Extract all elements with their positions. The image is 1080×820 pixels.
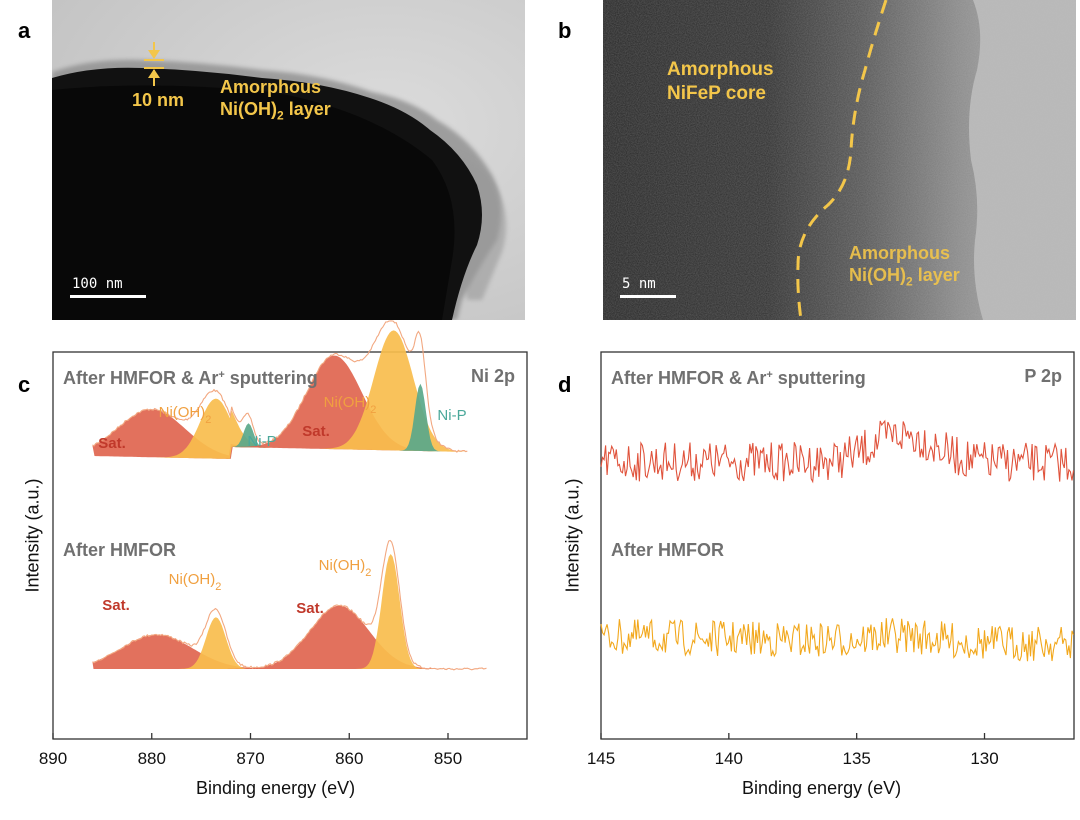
peak-label-c: Ni(OH)2 [159,404,212,426]
spectrum-title-c: After HMFOR [63,540,176,560]
peak-nioh-c [176,617,256,669]
x-tick-label-d: 135 [842,749,870,768]
x-tick-label-d: 140 [715,749,743,768]
x-tick-label-d: 130 [970,749,998,768]
core-shell-boundary [796,0,888,320]
scalebar-a [70,295,146,298]
scalebar-b [620,295,676,298]
layer-label-a-sub: 2 [277,108,284,123]
scalebar-a-label: 100 nm [72,276,123,292]
layer-label-a: Amorphous Ni(OH)2 layer [220,76,331,127]
spectrum-title-c: After HMFOR & Ar+ sputtering [63,368,318,388]
x-tick-label-c: 890 [39,749,67,768]
plot-frame-c [52,351,528,740]
layer-label-a-tail: layer [283,99,331,119]
peak-sat-c [223,355,445,459]
core-label-b: Amorphous NiFeP core [667,58,774,106]
axes-d: 145 140 135 130 P 2p [587,351,1075,768]
layer-label-b-formula: Ni(OH) [849,265,906,285]
plot-frame-d [600,351,1075,740]
peak-label-c: Sat. [296,600,324,617]
peak-label-c: Ni-P [437,407,466,424]
x-axis-title-d: Binding energy (eV) [742,778,902,798]
peak-sat-c [220,605,458,669]
corner-label-d: P 2p [1024,366,1062,386]
peak-label-c: Sat. [102,597,130,614]
tem-image-a: 10 nm Amorphous Ni(OH)2 layer 100 nm [52,0,525,320]
panel-label-c: c [18,372,31,397]
peak-nioh-c [314,330,468,452]
series-d-1: After HMFOR [600,540,1075,662]
spectrum-c-0: After HMFOR & Ar+ sputtering Sat. Ni(OH)2 N… [63,320,468,459]
tem-image-b: Amorphous NiFeP core Amorphous Ni(OH)2 l… [603,0,1076,320]
x-axis-title-c: Binding energy (eV) [196,778,356,798]
peak-nip-c [398,383,443,452]
peak-nioh-c [355,554,427,669]
series-d-0: After HMFOR & Ar+ sputtering [600,368,1075,484]
scalebar-b-label: 5 nm [622,276,656,292]
trace-d [600,618,1075,662]
layer-label-b-tail: layer [912,265,960,285]
x-tick-label-c: 850 [434,749,462,768]
peak-label-c: Ni-P [247,433,276,450]
peak-label-c: Ni(OH)2 [319,557,372,579]
x-tick-label-c: 870 [236,749,264,768]
x-tick-label-c: 880 [138,749,166,768]
panel-label-a: a [18,18,31,43]
envelope-c [92,539,487,671]
series-title-d: After HMFOR [611,540,724,560]
peak-label-c: Sat. [302,423,330,440]
x-tick-label-c: 860 [335,749,363,768]
thickness-marker [144,42,164,86]
peak-label-c: Ni(OH)2 [169,571,222,593]
envelope-c [92,320,468,453]
core-label-b-line2: NiFeP core [667,83,766,104]
peak-nip-c [228,423,269,459]
peak-sat-c [92,634,299,669]
y-axis-title-d: Intensity (a.u.) [562,478,583,593]
series-title-d: After HMFOR & Ar+ sputtering [611,368,866,388]
layer-label-b-line2: Ni(OH)2 layer [849,264,960,293]
trace-d [600,419,1075,484]
panel-label-b: b [558,18,572,43]
layer-label-a-line1: Amorphous [220,77,321,97]
axes-c: 890 880 870 860 850 Ni 2p [39,351,528,768]
spectrum-c-1: After HMFOR Sat. Ni(OH)2 Sat. Ni(OH)2 [63,539,487,671]
layer-label-a-formula: Ni(OH) [220,99,277,119]
peak-label-c: Ni(OH)2 [324,394,377,416]
layer-label-a-line2: Ni(OH)2 layer [220,98,331,127]
layer-label-b-line1: Amorphous [849,243,950,263]
core-label-b-line1: Amorphous [667,59,774,80]
layer-label-b-sub: 2 [906,274,913,289]
x-tick-label-d: 145 [587,749,615,768]
layer-label-b: Amorphous Ni(OH)2 layer [849,242,960,293]
panel-label-d: d [558,372,572,397]
peak-label-c: Sat. [98,435,126,452]
thickness-label: 10 nm [132,90,185,110]
corner-label-c: Ni 2p [471,366,515,386]
